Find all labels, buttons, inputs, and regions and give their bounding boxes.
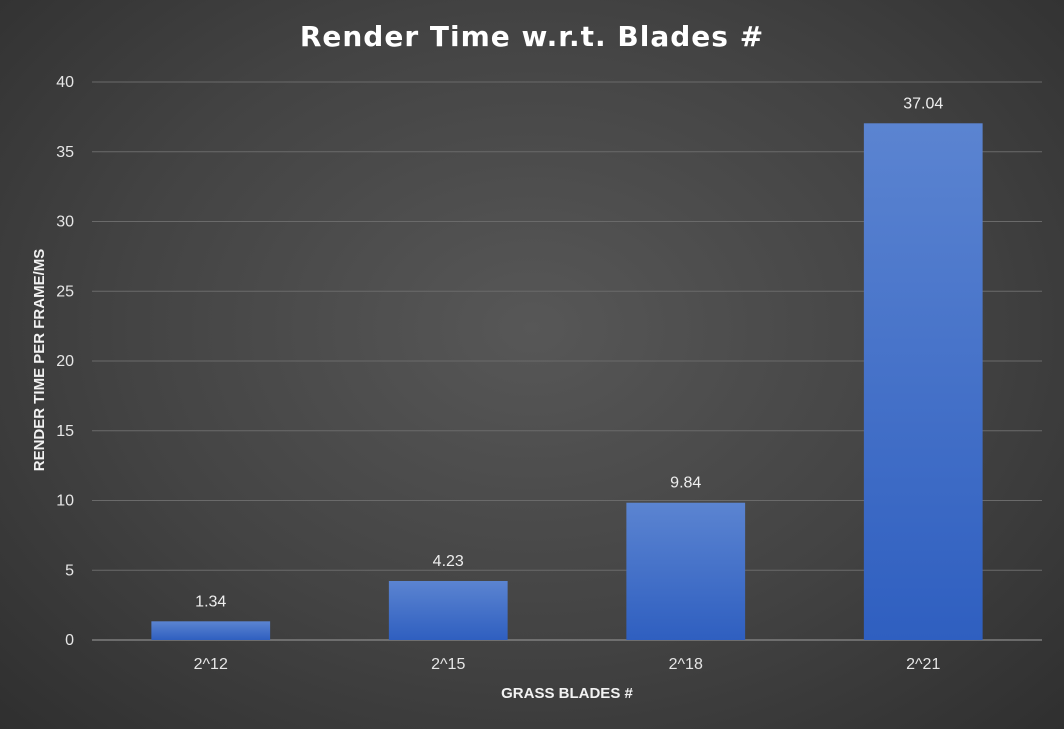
bars bbox=[151, 123, 983, 641]
y-tick-label: 10 bbox=[56, 493, 74, 510]
x-tick-label: 2^18 bbox=[669, 656, 703, 673]
y-tick-label: 25 bbox=[56, 283, 74, 300]
x-axis-title: GRASS BLADES # bbox=[501, 685, 633, 702]
gridlines bbox=[92, 81, 1042, 641]
y-tick-label: 35 bbox=[56, 144, 74, 161]
data-labels: 1.34 4.23 9.84 37.04 bbox=[195, 95, 943, 610]
y-tick-label: 20 bbox=[56, 353, 74, 370]
data-label: 4.23 bbox=[433, 553, 464, 570]
y-axis-ticks: 0 5 10 15 20 25 30 35 40 bbox=[56, 74, 74, 649]
x-tick-label: 2^21 bbox=[906, 656, 940, 673]
chart-title: Render Time w.r.t. Blades # bbox=[300, 20, 764, 53]
x-tick-label: 2^12 bbox=[194, 656, 228, 673]
y-tick-label: 15 bbox=[56, 423, 74, 440]
data-label: 9.84 bbox=[670, 475, 701, 492]
x-tick-label: 2^15 bbox=[431, 656, 465, 673]
y-tick-label: 0 bbox=[65, 632, 74, 649]
y-tick-label: 40 bbox=[56, 74, 74, 91]
bar-2^12 bbox=[151, 621, 271, 640]
x-axis-ticks: 2^12 2^15 2^18 2^21 bbox=[194, 656, 941, 673]
y-axis-title: RENDER TIME PER FRAME/MS bbox=[31, 249, 48, 472]
bar-2^21 bbox=[863, 123, 983, 641]
data-label: 37.04 bbox=[903, 95, 943, 112]
y-tick-label: 30 bbox=[56, 214, 74, 231]
bar-2^15 bbox=[388, 580, 508, 640]
y-tick-label: 5 bbox=[65, 562, 74, 579]
data-label: 1.34 bbox=[195, 593, 226, 610]
bar-2^18 bbox=[626, 502, 746, 640]
